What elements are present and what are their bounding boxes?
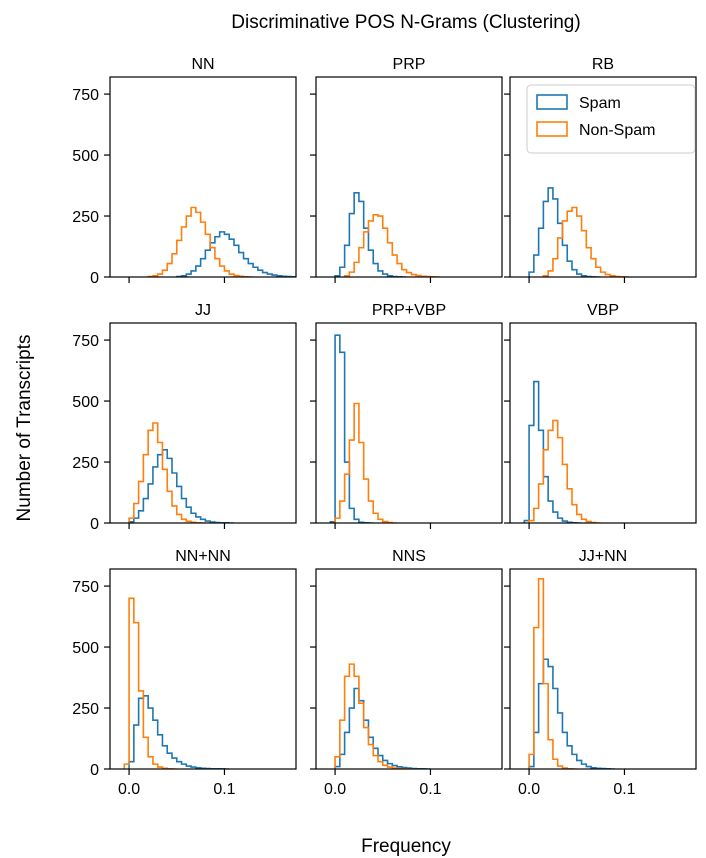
panel-title: JJ+NN [579, 548, 627, 565]
panel-frame [109, 568, 297, 770]
histogram-non-spam [334, 402, 398, 523]
figure-title: Discriminative POS N-Grams (Clustering) [231, 12, 580, 33]
panel-nn-plus-nn: NN+NN 0 250 500 750 0.0 0.1 [72, 548, 297, 798]
histogram-spam [334, 192, 407, 277]
panel-title: JJ [195, 302, 211, 319]
legend-label-non-spam: Non-Spam [579, 122, 655, 139]
panel-prp-plus-vbp: PRP+VBP [310, 302, 503, 529]
panel-title: PRP [393, 56, 426, 73]
histogram-non-spam [542, 206, 630, 277]
panel-title: RB [592, 56, 614, 73]
histogram-non-spam [128, 422, 206, 523]
histogram-spam [523, 380, 582, 523]
y-tick-label: 0 [90, 516, 99, 533]
x-tick-label: 0.0 [324, 781, 346, 798]
panel-frame [315, 76, 503, 278]
histogram-non-spam [147, 206, 254, 277]
y-tick-label: 500 [72, 640, 99, 657]
y-tick-label: 500 [72, 148, 99, 165]
y-tick-label: 250 [72, 209, 99, 226]
histogram-spam [175, 231, 296, 277]
histogram-spam [329, 334, 374, 523]
x-tick-label: 0.1 [419, 781, 441, 798]
panel-vbp: VBP [504, 302, 697, 529]
panel-nn: NN 0 250 500 750 [72, 56, 297, 287]
panel-title: NNS [392, 548, 426, 565]
legend-swatch-non-spam [536, 121, 568, 137]
x-axis-label: Frequency [361, 836, 451, 857]
panel-frame [509, 322, 697, 524]
panel-jj: JJ 0 250 500 750 [72, 302, 297, 533]
panels-group: NN 0 250 500 750 PRP RB JJ 0 250 500 750 PRP+VBP VBP N… [72, 56, 697, 798]
histogram-spam [528, 658, 615, 769]
panel-frame [315, 568, 503, 770]
histogram-spam [128, 449, 234, 523]
y-tick-label: 250 [72, 455, 99, 472]
x-tick-label: 0.1 [613, 781, 635, 798]
legend-label-spam: Spam [579, 95, 621, 112]
histogram-non-spam [528, 419, 601, 523]
panel-frame [509, 76, 697, 278]
y-tick-label: 250 [72, 701, 99, 718]
panel-frame [509, 568, 697, 770]
histogram-non-spam [123, 597, 177, 769]
panel-jj-plus-nn: JJ+NN 0.0 0.1 [504, 548, 697, 798]
y-axis-label: Number of Transcripts [14, 335, 35, 522]
x-tick-label: 0.1 [213, 781, 235, 798]
histogram-non-spam [343, 214, 440, 277]
legend-swatch-spam [536, 94, 568, 110]
panel-frame [109, 76, 297, 278]
panel-nns: NNS 0.0 0.1 [310, 548, 503, 798]
panel-prp: PRP [310, 56, 503, 283]
y-tick-label: 750 [72, 333, 99, 350]
panel-rb: RB [504, 56, 697, 283]
x-tick-label: 0.0 [118, 781, 140, 798]
panel-title: NN [191, 56, 214, 73]
panel-title: NN+NN [175, 548, 231, 565]
y-tick-label: 500 [72, 394, 99, 411]
histogram-spam [334, 687, 431, 769]
y-tick-label: 0 [90, 270, 99, 287]
panel-frame [315, 322, 503, 524]
panel-title: VBP [587, 302, 619, 319]
x-tick-label: 0.0 [518, 781, 540, 798]
y-tick-label: 0 [90, 762, 99, 779]
legend-box [526, 84, 696, 154]
y-tick-label: 750 [72, 87, 99, 104]
histogram-non-spam [334, 663, 412, 769]
panel-title: PRP+VBP [372, 302, 446, 319]
panel-frame [109, 322, 297, 524]
histogram-spam [528, 187, 601, 277]
legend: Spam Non-Spam [526, 84, 696, 154]
y-tick-label: 750 [72, 579, 99, 596]
